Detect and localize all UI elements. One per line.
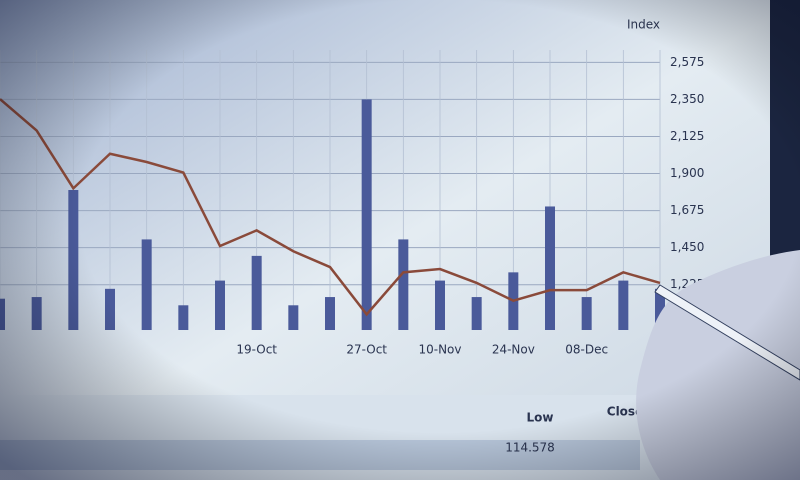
bar xyxy=(471,297,482,330)
bar xyxy=(398,239,409,330)
bar xyxy=(105,288,115,330)
bar xyxy=(545,206,555,330)
bar xyxy=(435,280,445,330)
y-tick-label: 1,900 xyxy=(670,166,704,180)
y-tick-label: 2,350 xyxy=(670,92,704,106)
x-tick-label: 19-Oct xyxy=(236,343,277,357)
bar xyxy=(31,297,42,330)
bar xyxy=(581,297,592,330)
table-header: Low xyxy=(527,411,554,425)
y-tick-label: 1,450 xyxy=(670,240,704,254)
bar xyxy=(141,239,152,330)
bar xyxy=(618,280,629,330)
bar xyxy=(178,305,189,330)
x-tick-label: 27-Oct xyxy=(346,343,387,357)
y-tick-label: 1,675 xyxy=(670,203,704,217)
bar xyxy=(215,280,225,330)
bar xyxy=(288,305,299,330)
x-tick-label: 10-Nov xyxy=(418,343,461,357)
bar xyxy=(0,298,5,330)
bar xyxy=(361,99,372,330)
x-tick-label: 24-Nov xyxy=(492,343,535,357)
table-cell: 114.578 xyxy=(505,441,555,455)
y-axis-label: Index xyxy=(627,18,660,32)
bar xyxy=(251,255,262,330)
bar xyxy=(68,190,79,330)
x-tick-label: 08-Dec xyxy=(565,343,608,357)
y-tick-label: 2,575 xyxy=(670,55,704,69)
bar xyxy=(325,297,335,330)
y-tick-label: 2,125 xyxy=(670,129,704,143)
